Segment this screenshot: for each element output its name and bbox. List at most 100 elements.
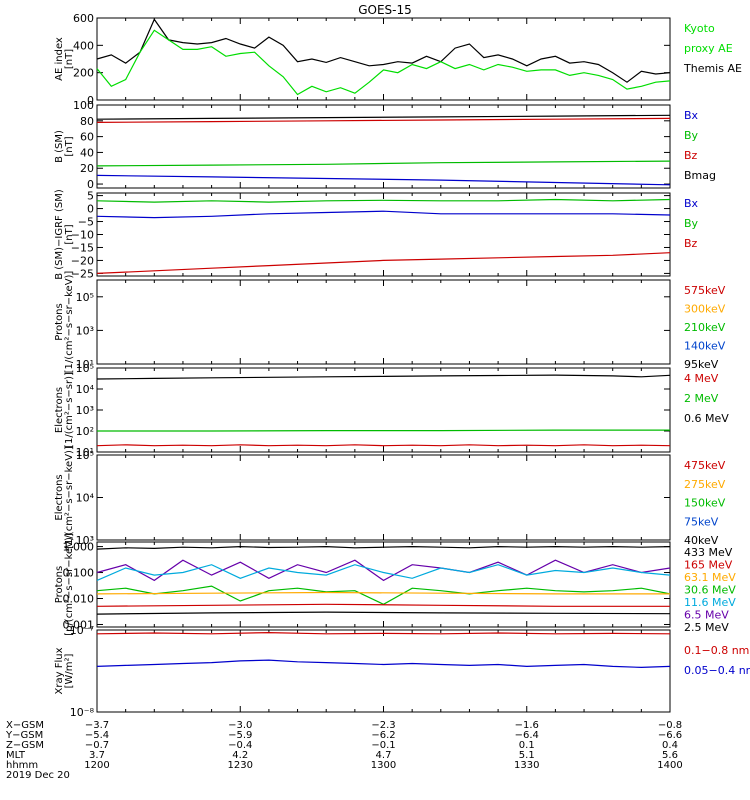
panel-xray: 10⁻⁸ 10⁻⁷ Xray Flux [W/m²] 0.1−0.8 nm 0.05−0.… — [54, 624, 750, 719]
series-line — [96, 444, 671, 447]
legend-label: 2 MeV — [684, 392, 719, 405]
series-line — [96, 160, 671, 167]
series-line — [96, 198, 671, 203]
panel-bigrf: 50−5−10−15−20−25 B (SM)−IGRF (SM) [nT] Bx By… — [54, 189, 699, 280]
series-line — [96, 117, 671, 123]
x-axis-value: −6.6 — [658, 730, 682, 741]
y-tick-label: −15 — [71, 241, 94, 254]
y-tick-label: 80 — [80, 115, 94, 128]
x-axis-value: 5.1 — [519, 750, 535, 761]
x-axis-value: 5.6 — [662, 750, 678, 761]
panel-bsm: 0 20 40 60 80 100 B (SM) [nT] Bx By Bz Bmag — [54, 99, 716, 191]
y-tick-label: 10⁻⁸ — [70, 706, 95, 719]
x-axis-row-label: Z−GSM — [6, 740, 44, 751]
y-tick-label: 1.000 — [63, 541, 95, 554]
legend-label: 95keV — [684, 358, 719, 371]
y-axis-label: Xray Flux — [54, 647, 65, 694]
y-axis-label: B (SM)−IGRF (SM) — [54, 189, 65, 280]
series-line — [96, 18, 671, 83]
series-line — [96, 545, 671, 550]
legend-label: Bz — [684, 149, 698, 162]
y-tick-label: 0 — [87, 203, 94, 216]
legend-label: 4 MeV — [684, 372, 719, 385]
panel-frame — [96, 541, 671, 628]
x-axis-value: −6.4 — [515, 730, 539, 741]
x-axis-value: 1230 — [228, 760, 253, 771]
series-line — [96, 559, 671, 582]
y-tick-label: 200 — [73, 67, 94, 80]
x-axis-value: −3.7 — [85, 720, 109, 731]
series-line — [96, 29, 671, 96]
legend-label: 575keV — [684, 284, 726, 297]
x-axis-value: 0.1 — [519, 740, 535, 751]
series-line — [96, 611, 671, 615]
y-axis-label: AE index — [54, 37, 65, 81]
legend-label: 0.6 MeV — [684, 412, 729, 425]
x-axis-row-label: hhmm — [6, 760, 38, 771]
y-axis-label: [1/(cm²−s−sr−keV)] — [64, 446, 75, 549]
legend-label: 275keV — [684, 478, 726, 491]
series-line — [96, 114, 671, 120]
x-axis-value: −1.6 — [515, 720, 539, 731]
legend-label: 150keV — [684, 497, 726, 510]
y-axis-label: Protons — [54, 566, 65, 603]
legend-label: Themis AE — [683, 62, 742, 75]
legend-label: 433 MeV — [684, 546, 733, 559]
x-axis-value: 1400 — [657, 760, 682, 771]
series-line — [96, 631, 671, 635]
panel-protons_hi: 0.001 0.010 0.100 1.000 Protons [p/(cm²−s−sr−… — [54, 533, 736, 636]
x-axis-row-label: MLT — [6, 750, 26, 761]
series-line — [97, 429, 670, 432]
series-line — [96, 210, 671, 219]
y-tick-label: 20 — [80, 162, 94, 175]
series-line — [96, 374, 671, 380]
y-tick-label: 0.010 — [63, 593, 95, 606]
series-line — [96, 591, 670, 595]
y-axis-label: [W/m²] — [64, 653, 75, 688]
x-axis-value: −3.0 — [228, 720, 252, 731]
x-axis-value: 4.2 — [232, 750, 248, 761]
series-line — [96, 564, 671, 581]
legend-label: Bx — [684, 197, 699, 210]
y-tick-label: −20 — [71, 254, 94, 267]
y-tick-label: 10⁻⁷ — [70, 624, 94, 637]
panel-ae: 0 200 400 600 AE index [nT] Kyoto proxy AE Themi… — [54, 12, 742, 107]
x-axis-row-label: Y−GSM — [5, 730, 43, 741]
x-axis-value: 0.4 — [662, 740, 678, 751]
legend-label: 40keV — [684, 534, 719, 547]
y-tick-label: 10³ — [76, 404, 94, 417]
y-axis-label: [nT] — [64, 49, 75, 69]
y-axis-label: [1/(cm²−s−sr−keV)] — [64, 271, 75, 374]
y-axis-label: Electrons — [54, 387, 65, 433]
y-tick-label: 10³ — [76, 534, 94, 547]
y-tick-label: 10² — [76, 425, 94, 438]
x-axis-value: 3.7 — [89, 750, 105, 761]
x-axis-value: −0.1 — [371, 740, 395, 751]
y-axis-label: [1/(cm²−s−sr)] — [64, 372, 75, 448]
legend-label: 6.5 MeV — [684, 609, 729, 622]
x-axis-value: 1200 — [84, 760, 109, 771]
x-axis-value: 1330 — [514, 760, 539, 771]
legend-label: 0.05−0.4 nm — [684, 664, 750, 677]
legend-label: Bz — [684, 237, 698, 250]
legend-label: Bmag — [684, 169, 716, 182]
y-axis-label: Protons — [54, 303, 65, 340]
panel-frame — [96, 629, 671, 713]
legend-label: 11.6 MeV — [684, 596, 736, 609]
y-tick-label: 10⁵ — [76, 291, 94, 304]
panel-frame — [96, 17, 671, 101]
panel-frame — [96, 367, 671, 453]
y-tick-label: −25 — [71, 267, 94, 280]
y-axis-label: Electrons — [54, 474, 65, 520]
y-tick-label: 40 — [80, 146, 94, 159]
legend-label: Bx — [684, 109, 699, 122]
legend-label: 2.5 MeV — [684, 621, 729, 634]
series-line — [96, 252, 671, 274]
legend-label: By — [684, 129, 699, 142]
legend-label: 165 MeV — [684, 559, 733, 572]
legend-label: 140keV — [684, 340, 726, 353]
y-tick-label: 10⁵ — [76, 449, 94, 462]
plot-date: 2019 Dec 20 — [6, 770, 70, 781]
x-axis-value: 1300 — [371, 760, 396, 771]
